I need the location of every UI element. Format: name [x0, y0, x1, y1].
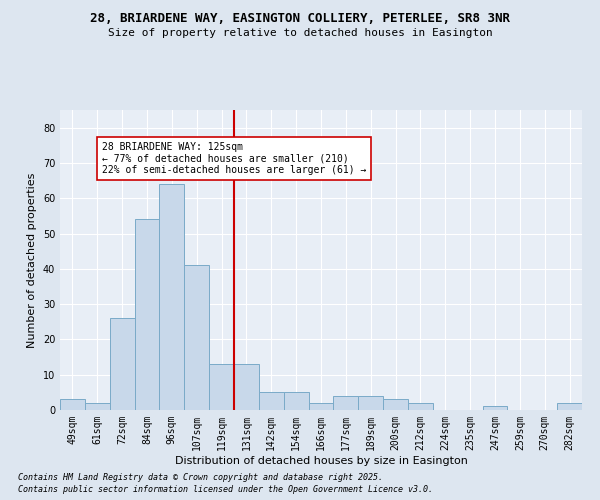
Text: 28, BRIARDENE WAY, EASINGTON COLLIERY, PETERLEE, SR8 3NR: 28, BRIARDENE WAY, EASINGTON COLLIERY, P…	[90, 12, 510, 26]
Bar	[234, 364, 259, 410]
Text: Contains HM Land Registry data © Crown copyright and database right 2025.: Contains HM Land Registry data © Crown c…	[18, 474, 383, 482]
Bar	[184, 266, 209, 410]
Bar	[334, 396, 358, 410]
Bar	[358, 396, 383, 410]
X-axis label: Distribution of detached houses by size in Easington: Distribution of detached houses by size …	[175, 456, 467, 466]
Bar	[85, 403, 110, 410]
Bar	[259, 392, 284, 410]
Text: Contains public sector information licensed under the Open Government Licence v3: Contains public sector information licen…	[18, 485, 433, 494]
Bar	[308, 403, 334, 410]
Bar	[134, 220, 160, 410]
Bar	[557, 403, 582, 410]
Bar	[160, 184, 184, 410]
Bar	[383, 400, 408, 410]
Bar	[110, 318, 134, 410]
Bar	[209, 364, 234, 410]
Bar	[284, 392, 308, 410]
Y-axis label: Number of detached properties: Number of detached properties	[27, 172, 37, 348]
Bar	[482, 406, 508, 410]
Text: Size of property relative to detached houses in Easington: Size of property relative to detached ho…	[107, 28, 493, 38]
Text: 28 BRIARDENE WAY: 125sqm
← 77% of detached houses are smaller (210)
22% of semi-: 28 BRIARDENE WAY: 125sqm ← 77% of detach…	[102, 142, 367, 175]
Bar	[408, 403, 433, 410]
Bar	[60, 400, 85, 410]
